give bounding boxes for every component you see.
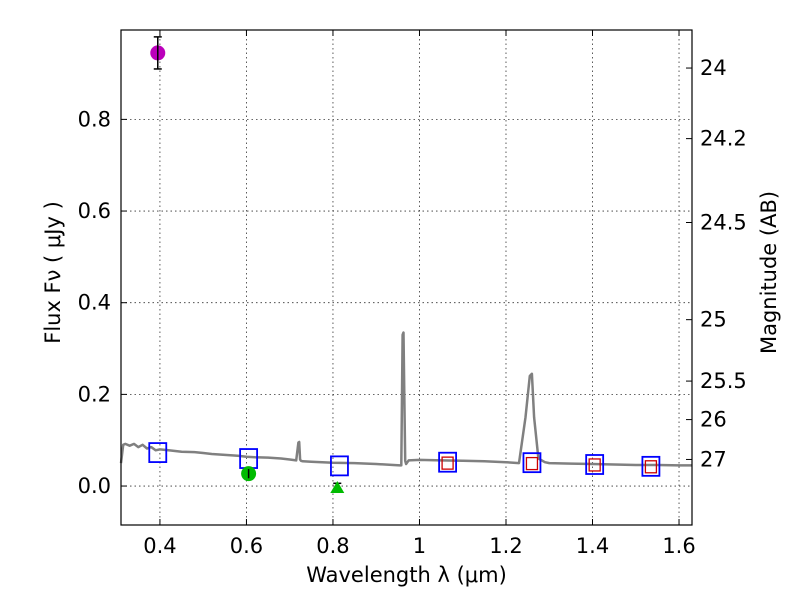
y-tick-label: 0.8 — [78, 107, 111, 131]
blue-square-marker — [239, 448, 259, 469]
blue-square-marker — [330, 455, 349, 477]
x-tick-label: 1.4 — [576, 534, 609, 558]
y-tick-label: 0.4 — [78, 291, 111, 315]
y-tick-label: 0.6 — [78, 199, 111, 223]
tick-layer: 0.4 0.6 0.8 1 1.2 1.4 1.6 0.0 0.2 0.4 0.6 0.8 24 24.2… — [78, 30, 747, 558]
y2-tick-label: 27 — [700, 447, 727, 471]
spectrum-line — [119, 331, 692, 467]
x-tick-label: 0.8 — [316, 534, 349, 558]
y2-tick-label: 24.2 — [700, 127, 747, 151]
blue-square-marker — [148, 442, 168, 463]
blue-square-marker — [438, 451, 457, 473]
x-tick-label: 0.6 — [230, 534, 263, 558]
x-tick-label: 1.2 — [489, 534, 522, 558]
y-tick-label: 0.0 — [78, 474, 111, 498]
y2-tick-label: 24.5 — [700, 211, 747, 235]
y2-axis-title: Magnitude (AB) — [757, 191, 781, 354]
series-layer — [119, 36, 692, 493]
y2-tick-label: 25 — [700, 308, 727, 332]
plot-frame — [120, 29, 693, 526]
blue-square-marker — [585, 454, 605, 475]
y2-tick-label: 24 — [700, 56, 727, 80]
red-square-marker — [441, 456, 454, 470]
y2-tick-label: 26 — [700, 408, 727, 432]
grid-layer — [121, 30, 692, 525]
x-tick-label: 1.6 — [662, 534, 695, 558]
red-square-marker — [525, 456, 539, 471]
y-tick-label: 0.2 — [78, 382, 111, 406]
red-square-marker — [588, 458, 601, 472]
x-tick-label: 1 — [413, 534, 426, 558]
x-tick-label: 0.4 — [143, 534, 176, 558]
red-square-marker — [644, 460, 658, 474]
blue-square-marker — [522, 452, 542, 474]
green-limit-marker — [330, 480, 345, 493]
y-axis-title: Flux Fν ( μJy ) — [41, 201, 65, 344]
y2-tick-label: 25.5 — [700, 369, 747, 393]
x-axis-title: Wavelength λ (μm) — [306, 563, 507, 587]
blue-square-marker — [641, 455, 661, 477]
